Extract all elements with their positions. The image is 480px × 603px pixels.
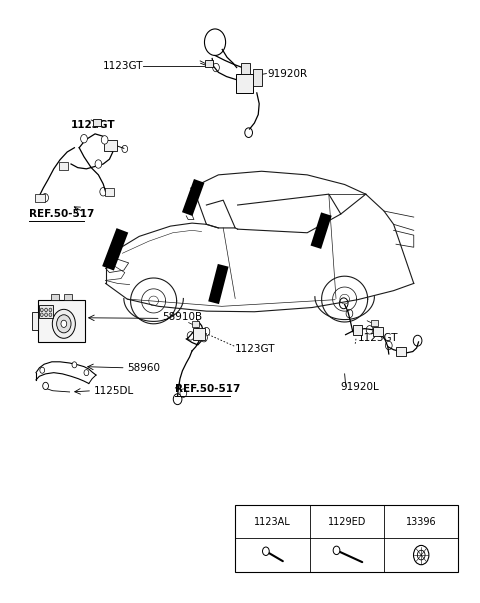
Text: 91920L: 91920L — [341, 382, 380, 392]
Bar — [253, 69, 262, 86]
Circle shape — [43, 382, 48, 390]
Bar — [371, 320, 378, 326]
Text: 91920R: 91920R — [268, 69, 308, 78]
Circle shape — [45, 313, 48, 317]
Circle shape — [180, 389, 187, 397]
Text: 58910B: 58910B — [162, 312, 203, 322]
Text: 1123AL: 1123AL — [254, 517, 291, 527]
Text: 1123GT: 1123GT — [358, 333, 398, 343]
Circle shape — [72, 362, 77, 368]
Circle shape — [49, 308, 52, 312]
Circle shape — [366, 326, 373, 334]
Text: 1123GT: 1123GT — [71, 120, 116, 130]
Circle shape — [61, 320, 67, 327]
Text: REF.50-517: REF.50-517 — [29, 209, 94, 219]
Text: 13396: 13396 — [406, 517, 436, 527]
Circle shape — [101, 136, 108, 144]
Bar — [38, 300, 85, 342]
Bar — [241, 63, 250, 74]
Circle shape — [40, 313, 43, 317]
Text: REF.50-517: REF.50-517 — [175, 384, 240, 394]
Bar — [353, 325, 362, 335]
Circle shape — [333, 546, 340, 555]
Circle shape — [414, 545, 429, 564]
Text: 1123GT: 1123GT — [103, 62, 143, 71]
Circle shape — [122, 145, 128, 153]
Circle shape — [49, 313, 52, 317]
Text: 1129ED: 1129ED — [328, 517, 366, 527]
Bar — [236, 74, 253, 93]
Circle shape — [385, 341, 392, 350]
Circle shape — [52, 309, 75, 338]
Bar — [235, 505, 458, 572]
Bar — [396, 347, 406, 356]
Bar — [105, 188, 114, 196]
Circle shape — [84, 370, 89, 376]
Bar — [59, 162, 68, 170]
Bar — [64, 294, 72, 300]
Bar — [104, 140, 117, 151]
Circle shape — [213, 63, 219, 72]
Circle shape — [418, 550, 425, 560]
Text: 58960: 58960 — [127, 363, 160, 373]
Bar — [39, 305, 53, 318]
Circle shape — [346, 309, 353, 318]
Text: 1125DL: 1125DL — [94, 386, 134, 396]
Bar — [205, 60, 213, 67]
Circle shape — [40, 308, 43, 312]
Bar — [93, 119, 101, 126]
Bar — [35, 194, 45, 202]
Circle shape — [81, 134, 87, 143]
Circle shape — [57, 315, 71, 333]
Bar — [32, 312, 38, 330]
Circle shape — [203, 327, 210, 336]
Text: 1123GT: 1123GT — [235, 344, 276, 353]
Bar — [373, 327, 383, 336]
Circle shape — [243, 65, 248, 71]
Circle shape — [263, 547, 269, 555]
Circle shape — [42, 194, 48, 202]
Circle shape — [187, 332, 194, 340]
Circle shape — [100, 188, 107, 196]
Bar — [193, 328, 205, 340]
Circle shape — [95, 160, 102, 168]
Bar — [51, 294, 59, 300]
Circle shape — [201, 333, 207, 342]
Circle shape — [40, 367, 45, 373]
Circle shape — [45, 308, 48, 312]
Bar — [192, 321, 199, 327]
